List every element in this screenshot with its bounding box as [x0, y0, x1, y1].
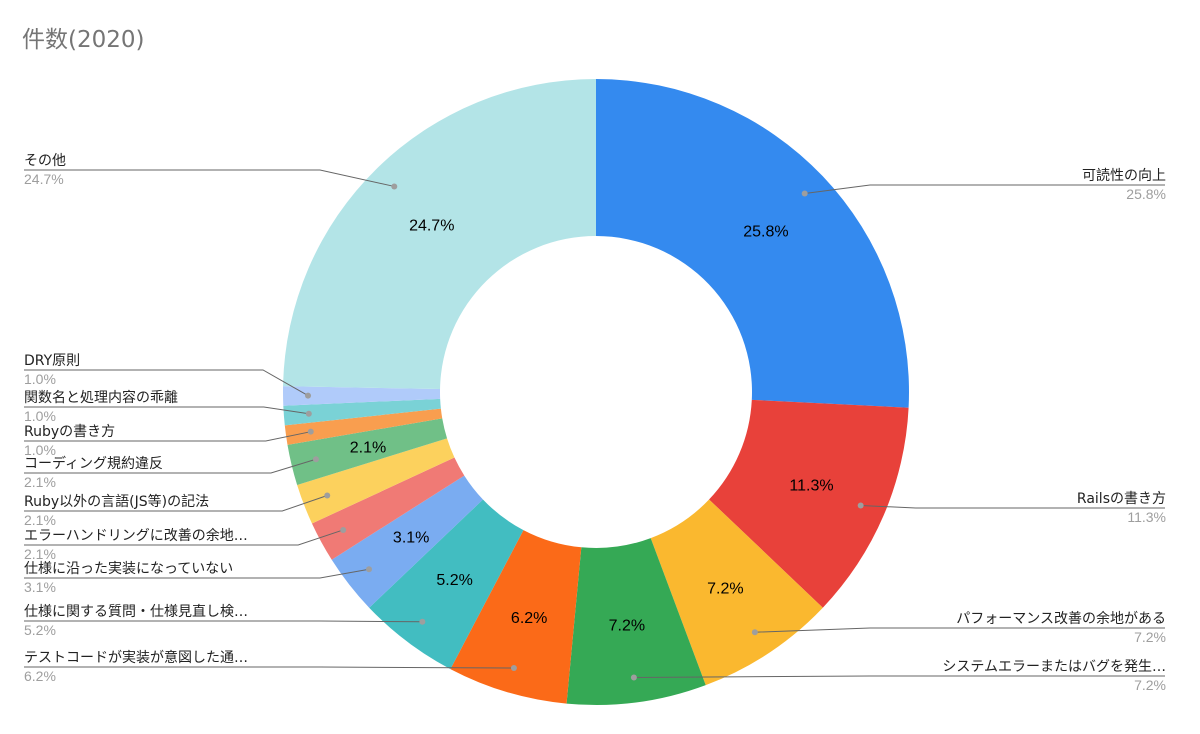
slice-label-5: 5.2% [436, 572, 472, 589]
slice-11 [283, 398, 441, 426]
callout-dot-2 [751, 629, 758, 636]
slice-3 [566, 538, 706, 705]
callout-line-0 [804, 184, 1165, 195]
slice-label-0: 25.8% [743, 223, 788, 240]
callout-value-6: 3.1% [24, 579, 56, 595]
callouts-group: 可読性の向上 25.8% Railsの書き方 11.3% パフォーマンス改善の余地がある… [24, 153, 1166, 693]
callout-label-7: エラーハンドリングに改善の余地… [24, 527, 248, 544]
callout-label-5: 仕様に関する質問・仕様見直し検… [24, 603, 248, 620]
callout-value-2: 7.2% [1134, 629, 1166, 645]
callout-value-12: 1.0% [24, 371, 56, 387]
slice-5 [369, 499, 524, 670]
callout-value-4: 6.2% [24, 668, 56, 684]
callout-dot-7 [340, 526, 347, 533]
callout-line-10 [24, 431, 311, 442]
callout-dot-0 [801, 190, 808, 197]
callout-line-12 [24, 369, 309, 397]
callout-label-10: Rubyの書き方 [24, 424, 115, 440]
slice-1 [709, 399, 909, 608]
slice-12 [283, 386, 441, 406]
callout-value-3: 7.2% [1134, 677, 1166, 693]
slice-7 [311, 457, 465, 560]
slice-9 [287, 418, 448, 485]
callout-value-5: 5.2% [24, 622, 56, 638]
callout-dot-3 [630, 674, 637, 681]
slice-label-4: 6.2% [511, 610, 547, 627]
callout-dot-4 [510, 665, 517, 672]
callout-label-0: 可読性の向上 [1082, 167, 1166, 184]
inner-labels-group: 25.8% 11.3% 7.2% 7.2% 6.2% 5.2% 3.1% 2.1% 24.7% [350, 218, 834, 635]
callout-value-9: 2.1% [24, 474, 56, 490]
slice-0 [596, 79, 909, 408]
slice-label-13: 24.7% [409, 218, 454, 235]
callout-dot-11 [305, 410, 312, 417]
callout-dot-8 [324, 492, 331, 499]
callout-label-13: その他 [24, 153, 66, 169]
callout-label-1: Railsの書き方 [1077, 491, 1166, 507]
callout-dot-5 [419, 618, 426, 625]
callout-line-8 [24, 495, 328, 512]
callout-line-11 [24, 406, 309, 415]
callout-value-11: 1.0% [24, 408, 56, 424]
callout-dot-13 [391, 183, 398, 190]
callout-label-4: テストコードが実装が意図した通… [24, 649, 248, 666]
callout-value-1: 11.3% [1127, 509, 1166, 525]
callout-value-0: 25.8% [1126, 186, 1166, 202]
callout-line-13 [24, 169, 395, 187]
chart-title: 件数(2020) [22, 27, 145, 53]
callout-value-13: 24.7% [24, 171, 64, 187]
slice-label-3: 7.2% [609, 617, 645, 634]
callout-dot-9 [312, 456, 319, 463]
callout-label-2: パフォーマンス改善の余地がある [956, 610, 1166, 627]
callout-line-9 [24, 458, 317, 474]
callout-value-7: 2.1% [24, 546, 56, 562]
callout-label-11: 関数名と処理内容の乖離 [24, 389, 178, 406]
callout-dot-1 [857, 502, 864, 509]
slice-13 [283, 78, 596, 390]
slice-6 [331, 475, 483, 608]
callout-dot-10 [307, 428, 314, 435]
callout-line-3 [633, 675, 1165, 678]
slices-group [283, 78, 909, 705]
callout-line-7 [24, 529, 344, 546]
slice-label-1: 11.3% [789, 477, 833, 494]
slice-2 [650, 499, 823, 686]
callout-line-6 [24, 568, 370, 579]
callout-value-10: 1.0% [24, 442, 56, 458]
callout-dot-12 [305, 392, 312, 399]
callout-dot-6 [365, 566, 372, 573]
slice-4 [450, 530, 582, 704]
callout-label-9: コーディング規約違反 [24, 455, 163, 472]
callout-label-6: 仕様に沿った実装になっていない [24, 561, 233, 577]
slice-label-2: 7.2% [707, 581, 743, 598]
callout-label-12: DRY原則 [24, 353, 80, 369]
callout-label-8: Ruby以外の言語(JS等)の記法 [24, 493, 209, 510]
slice-label-6: 3.1% [393, 529, 429, 546]
callout-line-1 [860, 505, 1165, 509]
callout-line-5 [24, 620, 423, 623]
slice-10 [284, 408, 443, 445]
slice-8 [297, 438, 455, 524]
callout-value-8: 2.1% [24, 512, 56, 528]
slice-label-9: 2.1% [350, 440, 386, 457]
callout-line-2 [754, 627, 1165, 633]
callout-label-3: システムエラーまたはバグを発生… [942, 659, 1166, 675]
callout-line-4 [24, 666, 514, 669]
